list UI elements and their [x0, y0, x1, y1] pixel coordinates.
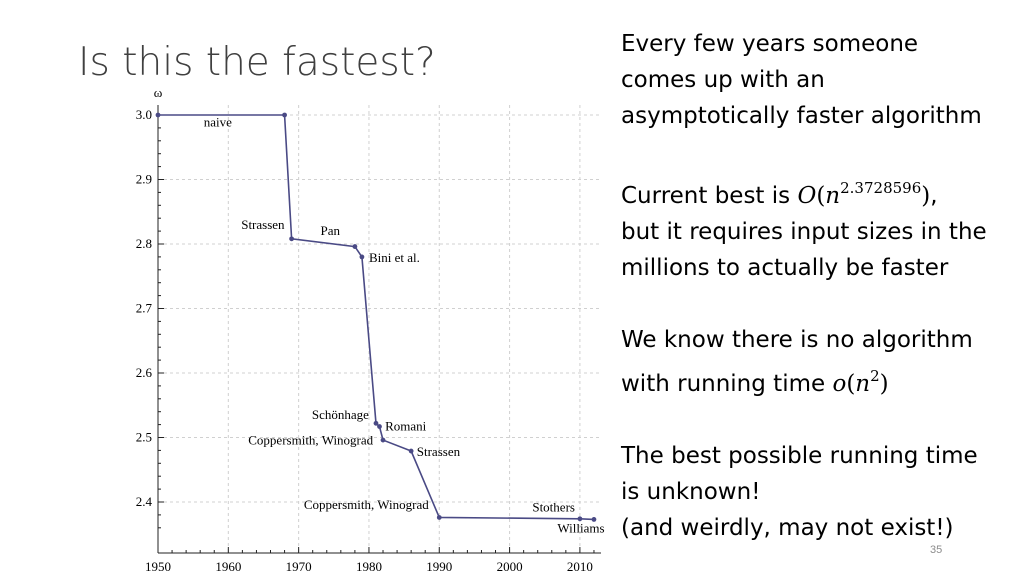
data-point	[377, 424, 382, 429]
data-point	[408, 448, 414, 454]
data-point	[436, 515, 442, 520]
text-fragment: with running time	[621, 371, 833, 397]
annotation-label: Romani	[385, 418, 427, 433]
annotation-label: Pan	[321, 223, 341, 238]
text-line: We know there is no algorithm	[621, 327, 973, 353]
text-line: asymptotically faster algorithm	[621, 103, 982, 129]
x-tick-label: 1950	[145, 559, 171, 574]
y-tick-label: 2.6	[136, 365, 153, 380]
y-tick-label: 3.0	[136, 107, 152, 122]
data-point	[373, 420, 379, 426]
y-axis-label: ω	[154, 85, 163, 100]
little-o-expression: o(n2)	[832, 367, 889, 397]
text-fragment: Current best is	[621, 183, 798, 209]
math-exponent: 2	[870, 367, 880, 385]
y-tick-label: 2.8	[136, 236, 152, 251]
slide-number: 35	[930, 544, 943, 556]
text-line: (and weirdly, may not exist!)	[621, 515, 954, 541]
x-tick-label: 2010	[567, 559, 593, 574]
text-line: but it requires input sizes in the	[621, 219, 987, 245]
data-point	[359, 254, 365, 260]
text-line: millions to actually be faster	[621, 255, 949, 281]
paragraph-current-best: Current best is O(n2.3728596), but it re…	[621, 170, 1016, 286]
current-best-line: Current best is O(n2.3728596),	[621, 170, 1016, 214]
slide-title: Is this the fastest?	[78, 40, 436, 85]
big-o-expression: O(n2.3728596)	[797, 179, 931, 209]
paragraph-lower-bound: We know there is no algorithm with runni…	[621, 322, 1016, 402]
math-variable: n	[855, 371, 871, 397]
data-point	[577, 516, 583, 522]
annotation-label: Coppersmith, Winograd	[248, 433, 373, 448]
x-tick-label: 1980	[356, 559, 382, 574]
y-tick-label: 2.7	[136, 301, 153, 316]
data-point	[352, 244, 358, 249]
annotation-label: Bini et al.	[369, 250, 420, 265]
paragraph-unknown: The best possible running time is unknow…	[621, 438, 1016, 546]
annotation-label: naive	[204, 115, 232, 130]
math-variable: n	[825, 183, 841, 209]
text-line: The best possible running time	[621, 443, 978, 469]
y-tick-label: 2.9	[136, 172, 152, 187]
text-line: comes up with an	[621, 67, 825, 93]
little-o-line: with running time o(n2)	[621, 358, 1016, 402]
data-point	[282, 112, 287, 118]
text-line: Every few years someone	[621, 31, 919, 57]
text-line: is unknown!	[621, 479, 761, 505]
annotation-label: Stothers	[532, 500, 575, 515]
text-fragment: ,	[930, 183, 938, 209]
omega-history-chart: 1950 1960 1970 1980 1990 2000 2010 3.0 2.9 2.8 2.7…	[136, 85, 605, 574]
annotation-label: Williams	[557, 520, 604, 535]
x-tick-label: 1990	[426, 559, 452, 574]
data-point	[155, 112, 161, 118]
slide-body-text: Every few years someone comes up with an…	[621, 26, 1016, 546]
math-exponent: 2.3728596	[840, 179, 922, 197]
y-tick-label: 2.5	[136, 430, 152, 445]
annotation-label: Coppersmith, Winograd	[304, 497, 429, 512]
annotation-label: Strassen	[417, 444, 461, 459]
paragraph-faster-algorithms: Every few years someone comes up with an…	[621, 26, 1016, 134]
data-point	[289, 236, 295, 242]
x-tick-label: 1960	[215, 559, 241, 574]
series-line	[158, 114, 595, 521]
math-symbol: o	[832, 371, 847, 397]
data-point	[380, 437, 386, 443]
math-symbol: O	[797, 183, 817, 209]
y-tick-label: 2.4	[136, 494, 153, 509]
annotation-label: Strassen	[241, 217, 285, 232]
annotation-label: Schönhage	[312, 407, 369, 422]
data-point	[591, 517, 597, 522]
x-tick-label: 2000	[497, 559, 523, 574]
x-tick-label: 1970	[286, 559, 312, 574]
